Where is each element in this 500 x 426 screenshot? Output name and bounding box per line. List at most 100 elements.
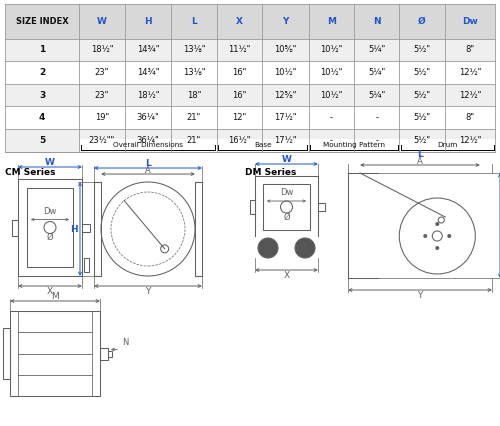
Bar: [216, 61, 262, 84]
Text: H: H: [144, 17, 152, 26]
Bar: [216, 106, 262, 129]
Bar: [172, 84, 216, 106]
Bar: [262, 4, 308, 39]
Bar: [308, 106, 354, 129]
Bar: [172, 129, 216, 152]
Bar: [216, 4, 262, 39]
Text: 5½": 5½": [414, 68, 430, 77]
Bar: [354, 61, 400, 84]
Text: L: L: [417, 150, 423, 158]
Bar: [318, 203, 325, 211]
Text: 36¼": 36¼": [136, 136, 160, 145]
Bar: [444, 129, 495, 152]
Bar: [27, 188, 73, 267]
Circle shape: [436, 222, 440, 226]
Bar: [354, 84, 400, 106]
Text: Base: Base: [254, 142, 272, 148]
Text: 13⅛": 13⅛": [182, 46, 205, 55]
Text: H: H: [70, 225, 78, 233]
Bar: [308, 84, 354, 106]
Text: 5¼": 5¼": [368, 46, 385, 55]
Text: 18½": 18½": [90, 46, 113, 55]
Circle shape: [448, 234, 452, 238]
Bar: [354, 39, 400, 61]
Bar: [262, 129, 308, 152]
Text: Y: Y: [282, 17, 288, 26]
Bar: [5, 39, 80, 61]
Text: 12": 12": [232, 113, 246, 122]
Text: 19": 19": [95, 113, 109, 122]
Text: Y: Y: [418, 291, 422, 299]
Bar: [172, 61, 216, 84]
Text: 5½": 5½": [414, 136, 430, 145]
Text: N: N: [373, 17, 380, 26]
Bar: [400, 129, 444, 152]
Text: 16½": 16½": [228, 136, 250, 145]
Text: 5¼": 5¼": [368, 68, 385, 77]
Bar: [124, 106, 172, 129]
Bar: [82, 224, 90, 231]
Bar: [80, 129, 124, 152]
Bar: [308, 4, 354, 39]
Text: 5½": 5½": [414, 91, 430, 100]
Text: Mounting Pattern: Mounting Pattern: [323, 142, 385, 148]
Text: 1: 1: [39, 46, 46, 55]
Text: 14¾": 14¾": [136, 46, 159, 55]
Text: A: A: [145, 166, 151, 175]
Text: Ø: Ø: [418, 17, 426, 26]
Text: 16": 16": [232, 68, 246, 77]
Text: 12⅝": 12⅝": [274, 91, 296, 100]
Text: 5: 5: [39, 136, 46, 145]
Bar: [10, 311, 100, 396]
Bar: [80, 61, 124, 84]
Text: Ø: Ø: [46, 233, 54, 242]
Bar: [400, 39, 444, 61]
Bar: [400, 139, 495, 152]
Bar: [100, 348, 108, 360]
Bar: [216, 84, 262, 106]
Bar: [124, 129, 172, 152]
Text: 5½": 5½": [414, 113, 430, 122]
Circle shape: [258, 238, 278, 258]
Text: L: L: [145, 158, 151, 167]
Bar: [5, 61, 80, 84]
Bar: [262, 61, 308, 84]
Bar: [262, 84, 308, 106]
Text: X: X: [47, 287, 53, 296]
Bar: [308, 61, 354, 84]
Text: 5¼": 5¼": [368, 91, 385, 100]
Text: W: W: [97, 17, 107, 26]
Text: 12½": 12½": [458, 68, 481, 77]
Text: 16": 16": [232, 91, 246, 100]
Text: -: -: [330, 113, 332, 122]
Bar: [124, 39, 172, 61]
Bar: [216, 139, 308, 152]
Bar: [5, 84, 80, 106]
Text: 2: 2: [39, 68, 46, 77]
Bar: [308, 139, 400, 152]
Text: CM Series: CM Series: [5, 168, 56, 177]
Text: Dw: Dw: [44, 207, 57, 216]
Text: 17½": 17½": [274, 113, 296, 122]
Bar: [262, 106, 308, 129]
Text: -: -: [375, 113, 378, 122]
Text: X: X: [236, 17, 243, 26]
Text: -: -: [330, 136, 332, 145]
Bar: [94, 182, 101, 276]
Bar: [354, 129, 400, 152]
Circle shape: [436, 246, 440, 250]
Bar: [80, 84, 124, 106]
Bar: [216, 129, 262, 152]
Bar: [444, 61, 495, 84]
Bar: [5, 129, 80, 152]
Bar: [124, 61, 172, 84]
Text: 10⅝": 10⅝": [274, 46, 296, 55]
Bar: [80, 4, 124, 39]
Bar: [308, 129, 354, 152]
Bar: [5, 106, 80, 129]
Text: Drum: Drum: [437, 142, 458, 148]
Text: SIZE INDEX: SIZE INDEX: [16, 17, 68, 26]
Text: Ø: Ø: [283, 213, 290, 222]
Text: 4: 4: [39, 113, 46, 122]
Text: -: -: [375, 136, 378, 145]
